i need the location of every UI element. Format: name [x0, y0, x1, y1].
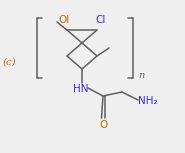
Text: HN: HN [73, 84, 89, 94]
Text: (c): (c) [2, 58, 16, 67]
Text: n: n [138, 71, 144, 80]
Text: Cl: Cl [96, 15, 106, 25]
Text: NH₂: NH₂ [138, 96, 158, 106]
Text: Ol: Ol [58, 15, 70, 25]
Text: O: O [99, 120, 107, 130]
